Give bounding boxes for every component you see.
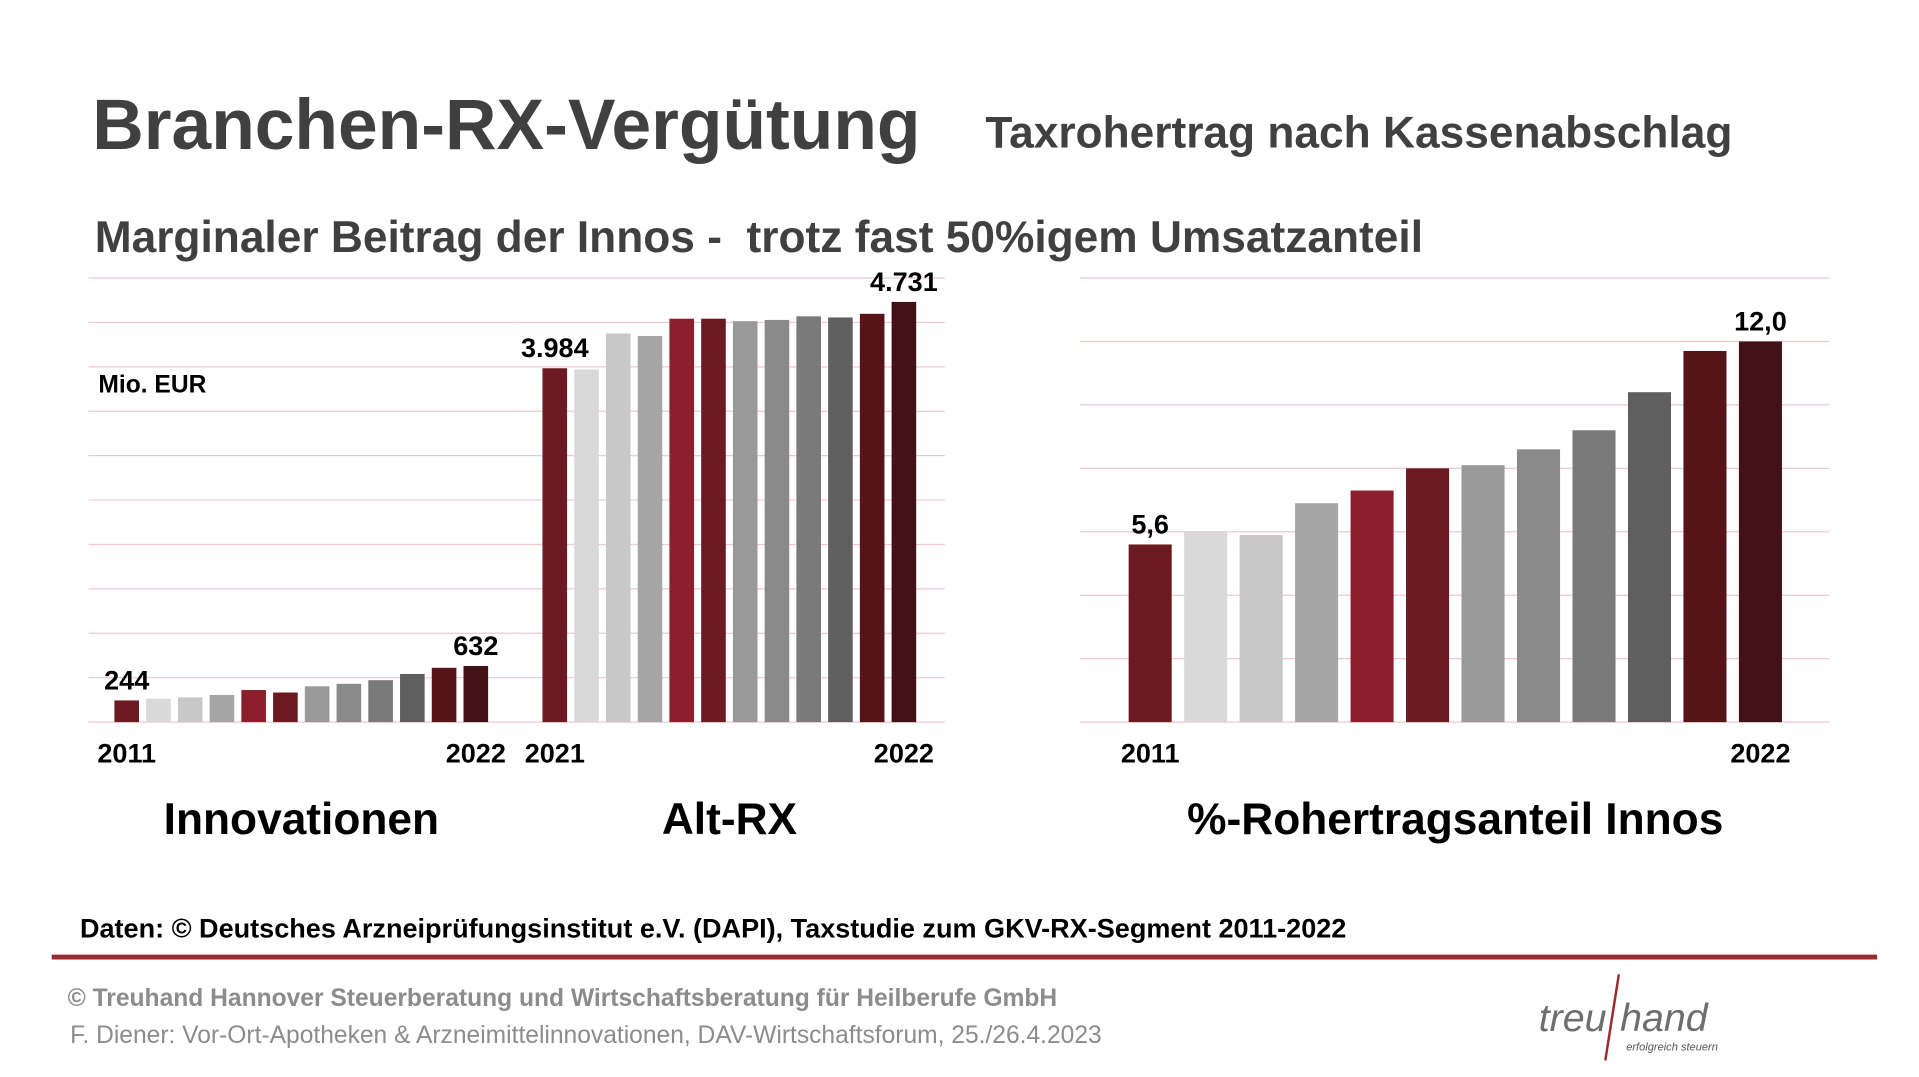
bar [669, 318, 695, 723]
bar [859, 313, 885, 723]
data-label: 5,6 [1131, 509, 1169, 539]
x-tick-label: 2022 [446, 739, 506, 769]
bar [241, 690, 266, 723]
bar [1406, 468, 1450, 723]
chart-title: %-Rohertragsanteil Innos [1187, 795, 1723, 844]
bar [732, 321, 758, 723]
bar [1461, 465, 1505, 723]
subtitle: Taxrohertrag nach Kassenabschlag [985, 109, 1732, 158]
bar [463, 665, 489, 723]
bar [400, 673, 425, 723]
bar [1683, 350, 1727, 723]
x-tick-label: 2011 [1121, 739, 1180, 769]
bar [764, 319, 790, 723]
bar [1128, 544, 1172, 723]
footer-line: © Treuhand Hannover Steuerberatung und W… [68, 985, 1057, 1012]
footer-line: F. Diener: Vor-Ort-Apotheken & Arzneimit… [70, 1022, 1102, 1049]
bar [1627, 392, 1672, 723]
x-tick-label: 2022 [1730, 739, 1790, 769]
bar [542, 368, 568, 723]
data-label: 12,0 [1734, 306, 1787, 336]
source: Daten: © Deutsches Arzneiprüfungsinstitu… [80, 913, 1346, 943]
bar [273, 692, 298, 723]
bar [431, 667, 457, 723]
bar [146, 698, 171, 723]
bar [574, 369, 599, 723]
data-label: 4.731 [870, 267, 938, 297]
bar [605, 333, 631, 723]
logo: treu hand erfolgreich steuern [1539, 974, 1718, 1061]
bar [1516, 449, 1561, 723]
chart-title: Alt-RX [662, 795, 798, 844]
bar [828, 317, 853, 723]
bar [796, 316, 821, 723]
data-label: 244 [104, 665, 149, 695]
headline: Marginaler Beitrag der Innos - trotz fas… [95, 213, 1423, 262]
logo-text: hand [1620, 996, 1709, 1040]
bar [1184, 531, 1228, 723]
x-tick-label: 2011 [97, 739, 156, 769]
bar [177, 697, 203, 723]
bar [336, 683, 362, 723]
bar [304, 686, 330, 723]
title: Branchen-RX-Vergütung [92, 85, 920, 165]
bar [209, 694, 235, 723]
bar [637, 336, 663, 723]
bar [1350, 490, 1394, 723]
bar [701, 318, 726, 723]
data-label: 632 [453, 631, 498, 661]
unit-label: Mio. EUR [98, 371, 206, 398]
logo-text: treu [1539, 996, 1607, 1040]
bar [1572, 430, 1616, 723]
chart-title: Innovationen [164, 795, 439, 844]
bar [1738, 341, 1782, 723]
x-tick-label: 2021 [525, 739, 585, 769]
logo-tagline: erfolgreich steuern [1626, 1042, 1718, 1054]
x-tick-label: 2022 [874, 739, 934, 769]
bar [368, 680, 393, 723]
bar [1295, 503, 1339, 723]
bar [1239, 534, 1283, 723]
bar [891, 301, 917, 723]
bar [114, 700, 140, 723]
logo-separator [1604, 974, 1621, 1061]
data-label: 3.984 [521, 333, 589, 363]
